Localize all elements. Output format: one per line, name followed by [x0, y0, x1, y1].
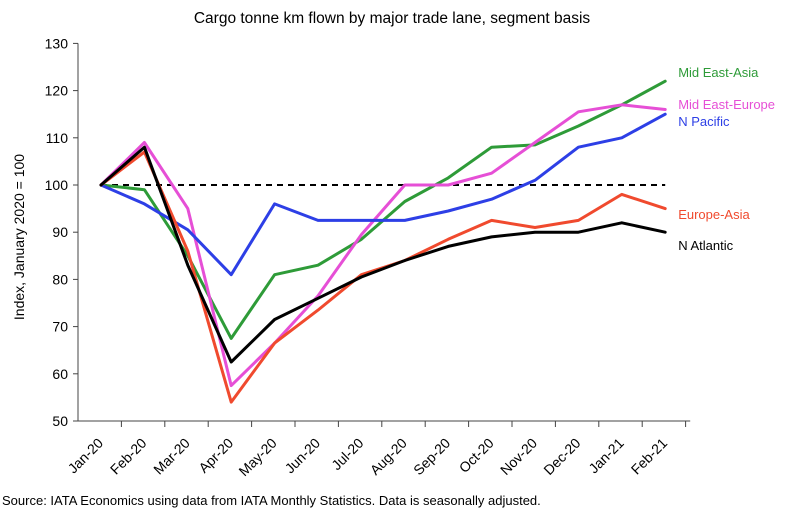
x-tick-label: Oct-20 [456, 435, 497, 476]
x-tick-label: Jan-21 [585, 435, 627, 477]
x-tick-label: Apr-20 [195, 435, 236, 476]
y-tick-label: 80 [52, 271, 68, 287]
legend-label-mid-east-asia: Mid East-Asia [678, 65, 759, 80]
y-tick-label: 70 [52, 319, 68, 335]
x-tick-label: Jul-20 [328, 435, 366, 473]
chart-title: Cargo tonne km flown by major trade lane… [194, 10, 591, 27]
y-tick-label: 110 [46, 130, 69, 146]
y-tick-label: 120 [45, 83, 69, 99]
series-line-europe-asia [99, 150, 667, 404]
y-tick-label: 100 [45, 177, 69, 193]
y-tick-label: 90 [52, 224, 68, 240]
source-note: Source: IATA Economics using data from I… [2, 493, 541, 508]
y-tick-label: 50 [52, 413, 68, 429]
x-tick-label: Mar-20 [150, 435, 193, 478]
x-tick-label: Jan-20 [65, 435, 107, 477]
x-tick-label: Dec-20 [540, 435, 583, 478]
legend-label-mid-east-europe: Mid East-Europe [678, 97, 775, 112]
x-tick-label: May-20 [235, 435, 279, 479]
x-tick-label: Feb-21 [628, 435, 671, 478]
x-tick-label: Nov-20 [497, 435, 540, 478]
series-line-n-pacific [99, 112, 667, 277]
legend-label-n-atlantic: N Atlantic [678, 238, 733, 253]
x-tick-label: Jun-20 [282, 435, 324, 477]
y-tick-label: 130 [45, 35, 69, 51]
x-tick-label: Sep-20 [410, 435, 453, 478]
plot-area: 50 60 70 80 90 100 110 120 130 Jan-20 Feb-20 Mar-20… [45, 35, 775, 479]
series-line-n-atlantic [99, 145, 667, 364]
x-tick-label: Aug-20 [367, 435, 410, 478]
legend-label-europe-asia: Europe-Asia [678, 207, 750, 222]
y-axis-label: Index, January 2020 = 100 [11, 154, 27, 320]
y-tick-label: 60 [52, 366, 68, 382]
x-tick-label: Feb-20 [107, 435, 150, 478]
legend-label-n-pacific: N Pacific [678, 114, 730, 129]
